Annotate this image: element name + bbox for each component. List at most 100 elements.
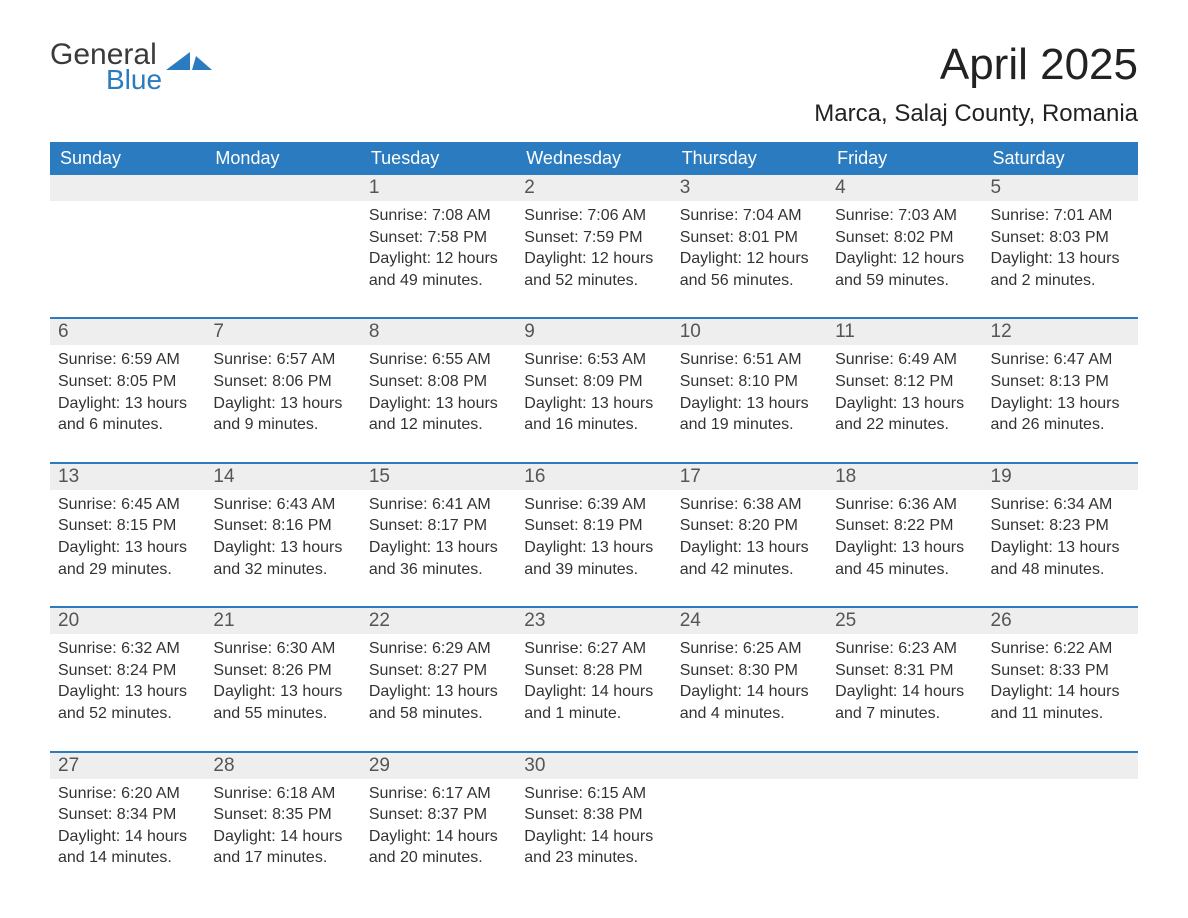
sunrise-text: Sunrise: 6:53 AM [524,349,663,371]
day-number: 19 [983,464,1138,490]
daylight-text: Daylight: 13 hours and 26 minutes. [991,393,1130,436]
weekday-header: Tuesday [361,142,516,175]
day-details: Sunrise: 6:32 AMSunset: 8:24 PMDaylight:… [50,634,205,750]
weekday-header: Wednesday [516,142,671,175]
day-details [50,201,205,231]
sunset-text: Sunset: 8:31 PM [835,660,974,682]
day-number: 25 [827,608,982,634]
day-details: Sunrise: 6:34 AMSunset: 8:23 PMDaylight:… [983,490,1138,606]
day-number: 22 [361,608,516,634]
daylight-text: Daylight: 13 hours and 55 minutes. [213,681,352,724]
day-number: 18 [827,464,982,490]
day-number: 13 [50,464,205,490]
sunrise-text: Sunrise: 6:41 AM [369,494,508,516]
sunrise-text: Sunrise: 6:45 AM [58,494,197,516]
sunset-text: Sunset: 8:16 PM [213,515,352,537]
page-title: April 2025 [940,40,1138,90]
daylight-text: Daylight: 14 hours and 14 minutes. [58,826,197,869]
sunset-text: Sunset: 7:58 PM [369,227,508,249]
sunrise-text: Sunrise: 6:29 AM [369,638,508,660]
day-number: 7 [205,319,360,345]
sunset-text: Sunset: 8:37 PM [369,804,508,826]
sunset-text: Sunset: 8:34 PM [58,804,197,826]
sunset-text: Sunset: 7:59 PM [524,227,663,249]
daylight-text: Daylight: 13 hours and 36 minutes. [369,537,508,580]
sunrise-text: Sunrise: 6:32 AM [58,638,197,660]
day-number: 29 [361,753,516,779]
day-number: 8 [361,319,516,345]
day-details [827,779,982,809]
day-details: Sunrise: 6:38 AMSunset: 8:20 PMDaylight:… [672,490,827,606]
day-details: Sunrise: 6:29 AMSunset: 8:27 PMDaylight:… [361,634,516,750]
sunset-text: Sunset: 8:09 PM [524,371,663,393]
day-details: Sunrise: 6:25 AMSunset: 8:30 PMDaylight:… [672,634,827,750]
daylight-text: Daylight: 13 hours and 29 minutes. [58,537,197,580]
daylight-text: Daylight: 13 hours and 22 minutes. [835,393,974,436]
sunset-text: Sunset: 8:12 PM [835,371,974,393]
day-details: Sunrise: 6:55 AMSunset: 8:08 PMDaylight:… [361,345,516,461]
sunset-text: Sunset: 8:27 PM [369,660,508,682]
day-details: Sunrise: 6:36 AMSunset: 8:22 PMDaylight:… [827,490,982,606]
sunrise-text: Sunrise: 6:20 AM [58,783,197,805]
daylight-text: Daylight: 14 hours and 4 minutes. [680,681,819,724]
day-number [827,753,982,757]
daylight-text: Daylight: 13 hours and 2 minutes. [991,248,1130,291]
day-number: 2 [516,175,671,201]
day-number: 27 [50,753,205,779]
sunset-text: Sunset: 8:19 PM [524,515,663,537]
day-number: 12 [983,319,1138,345]
sunrise-text: Sunrise: 6:36 AM [835,494,974,516]
daylight-text: Daylight: 13 hours and 32 minutes. [213,537,352,580]
day-number: 30 [516,753,671,779]
sunset-text: Sunset: 8:05 PM [58,371,197,393]
day-details: Sunrise: 7:01 AMSunset: 8:03 PMDaylight:… [983,201,1138,317]
day-number [672,753,827,757]
daylight-text: Daylight: 14 hours and 17 minutes. [213,826,352,869]
sunset-text: Sunset: 8:15 PM [58,515,197,537]
day-number: 17 [672,464,827,490]
day-details: Sunrise: 6:30 AMSunset: 8:26 PMDaylight:… [205,634,360,750]
daylight-text: Daylight: 12 hours and 49 minutes. [369,248,508,291]
sunrise-text: Sunrise: 7:08 AM [369,205,508,227]
day-details: Sunrise: 6:47 AMSunset: 8:13 PMDaylight:… [983,345,1138,461]
day-number: 6 [50,319,205,345]
weekday-header: Saturday [983,142,1138,175]
day-details: Sunrise: 6:17 AMSunset: 8:37 PMDaylight:… [361,779,516,895]
day-details: Sunrise: 6:27 AMSunset: 8:28 PMDaylight:… [516,634,671,750]
sunset-text: Sunset: 8:20 PM [680,515,819,537]
sunrise-text: Sunrise: 6:59 AM [58,349,197,371]
logo-flag-icon [166,44,214,70]
day-number: 28 [205,753,360,779]
day-number: 4 [827,175,982,201]
daylight-text: Daylight: 13 hours and 58 minutes. [369,681,508,724]
sunset-text: Sunset: 8:08 PM [369,371,508,393]
day-number: 14 [205,464,360,490]
sunrise-text: Sunrise: 6:25 AM [680,638,819,660]
daylight-text: Daylight: 13 hours and 39 minutes. [524,537,663,580]
logo: General Blue [50,40,214,94]
weekday-header: Monday [205,142,360,175]
sunset-text: Sunset: 8:13 PM [991,371,1130,393]
day-details: Sunrise: 6:59 AMSunset: 8:05 PMDaylight:… [50,345,205,461]
day-details: Sunrise: 7:08 AMSunset: 7:58 PMDaylight:… [361,201,516,317]
sunrise-text: Sunrise: 6:51 AM [680,349,819,371]
day-number: 10 [672,319,827,345]
day-details: Sunrise: 6:53 AMSunset: 8:09 PMDaylight:… [516,345,671,461]
day-number: 9 [516,319,671,345]
logo-word-blue: Blue [106,66,162,94]
day-details: Sunrise: 6:20 AMSunset: 8:34 PMDaylight:… [50,779,205,895]
day-number: 3 [672,175,827,201]
day-details [672,779,827,809]
day-number: 26 [983,608,1138,634]
daylight-text: Daylight: 13 hours and 48 minutes. [991,537,1130,580]
day-number: 24 [672,608,827,634]
sunset-text: Sunset: 8:28 PM [524,660,663,682]
sunset-text: Sunset: 8:01 PM [680,227,819,249]
day-details: Sunrise: 7:04 AMSunset: 8:01 PMDaylight:… [672,201,827,317]
daylight-text: Daylight: 14 hours and 7 minutes. [835,681,974,724]
day-number [983,753,1138,757]
day-details: Sunrise: 6:43 AMSunset: 8:16 PMDaylight:… [205,490,360,606]
daylight-text: Daylight: 12 hours and 59 minutes. [835,248,974,291]
daylight-text: Daylight: 13 hours and 42 minutes. [680,537,819,580]
day-details: Sunrise: 6:15 AMSunset: 8:38 PMDaylight:… [516,779,671,895]
